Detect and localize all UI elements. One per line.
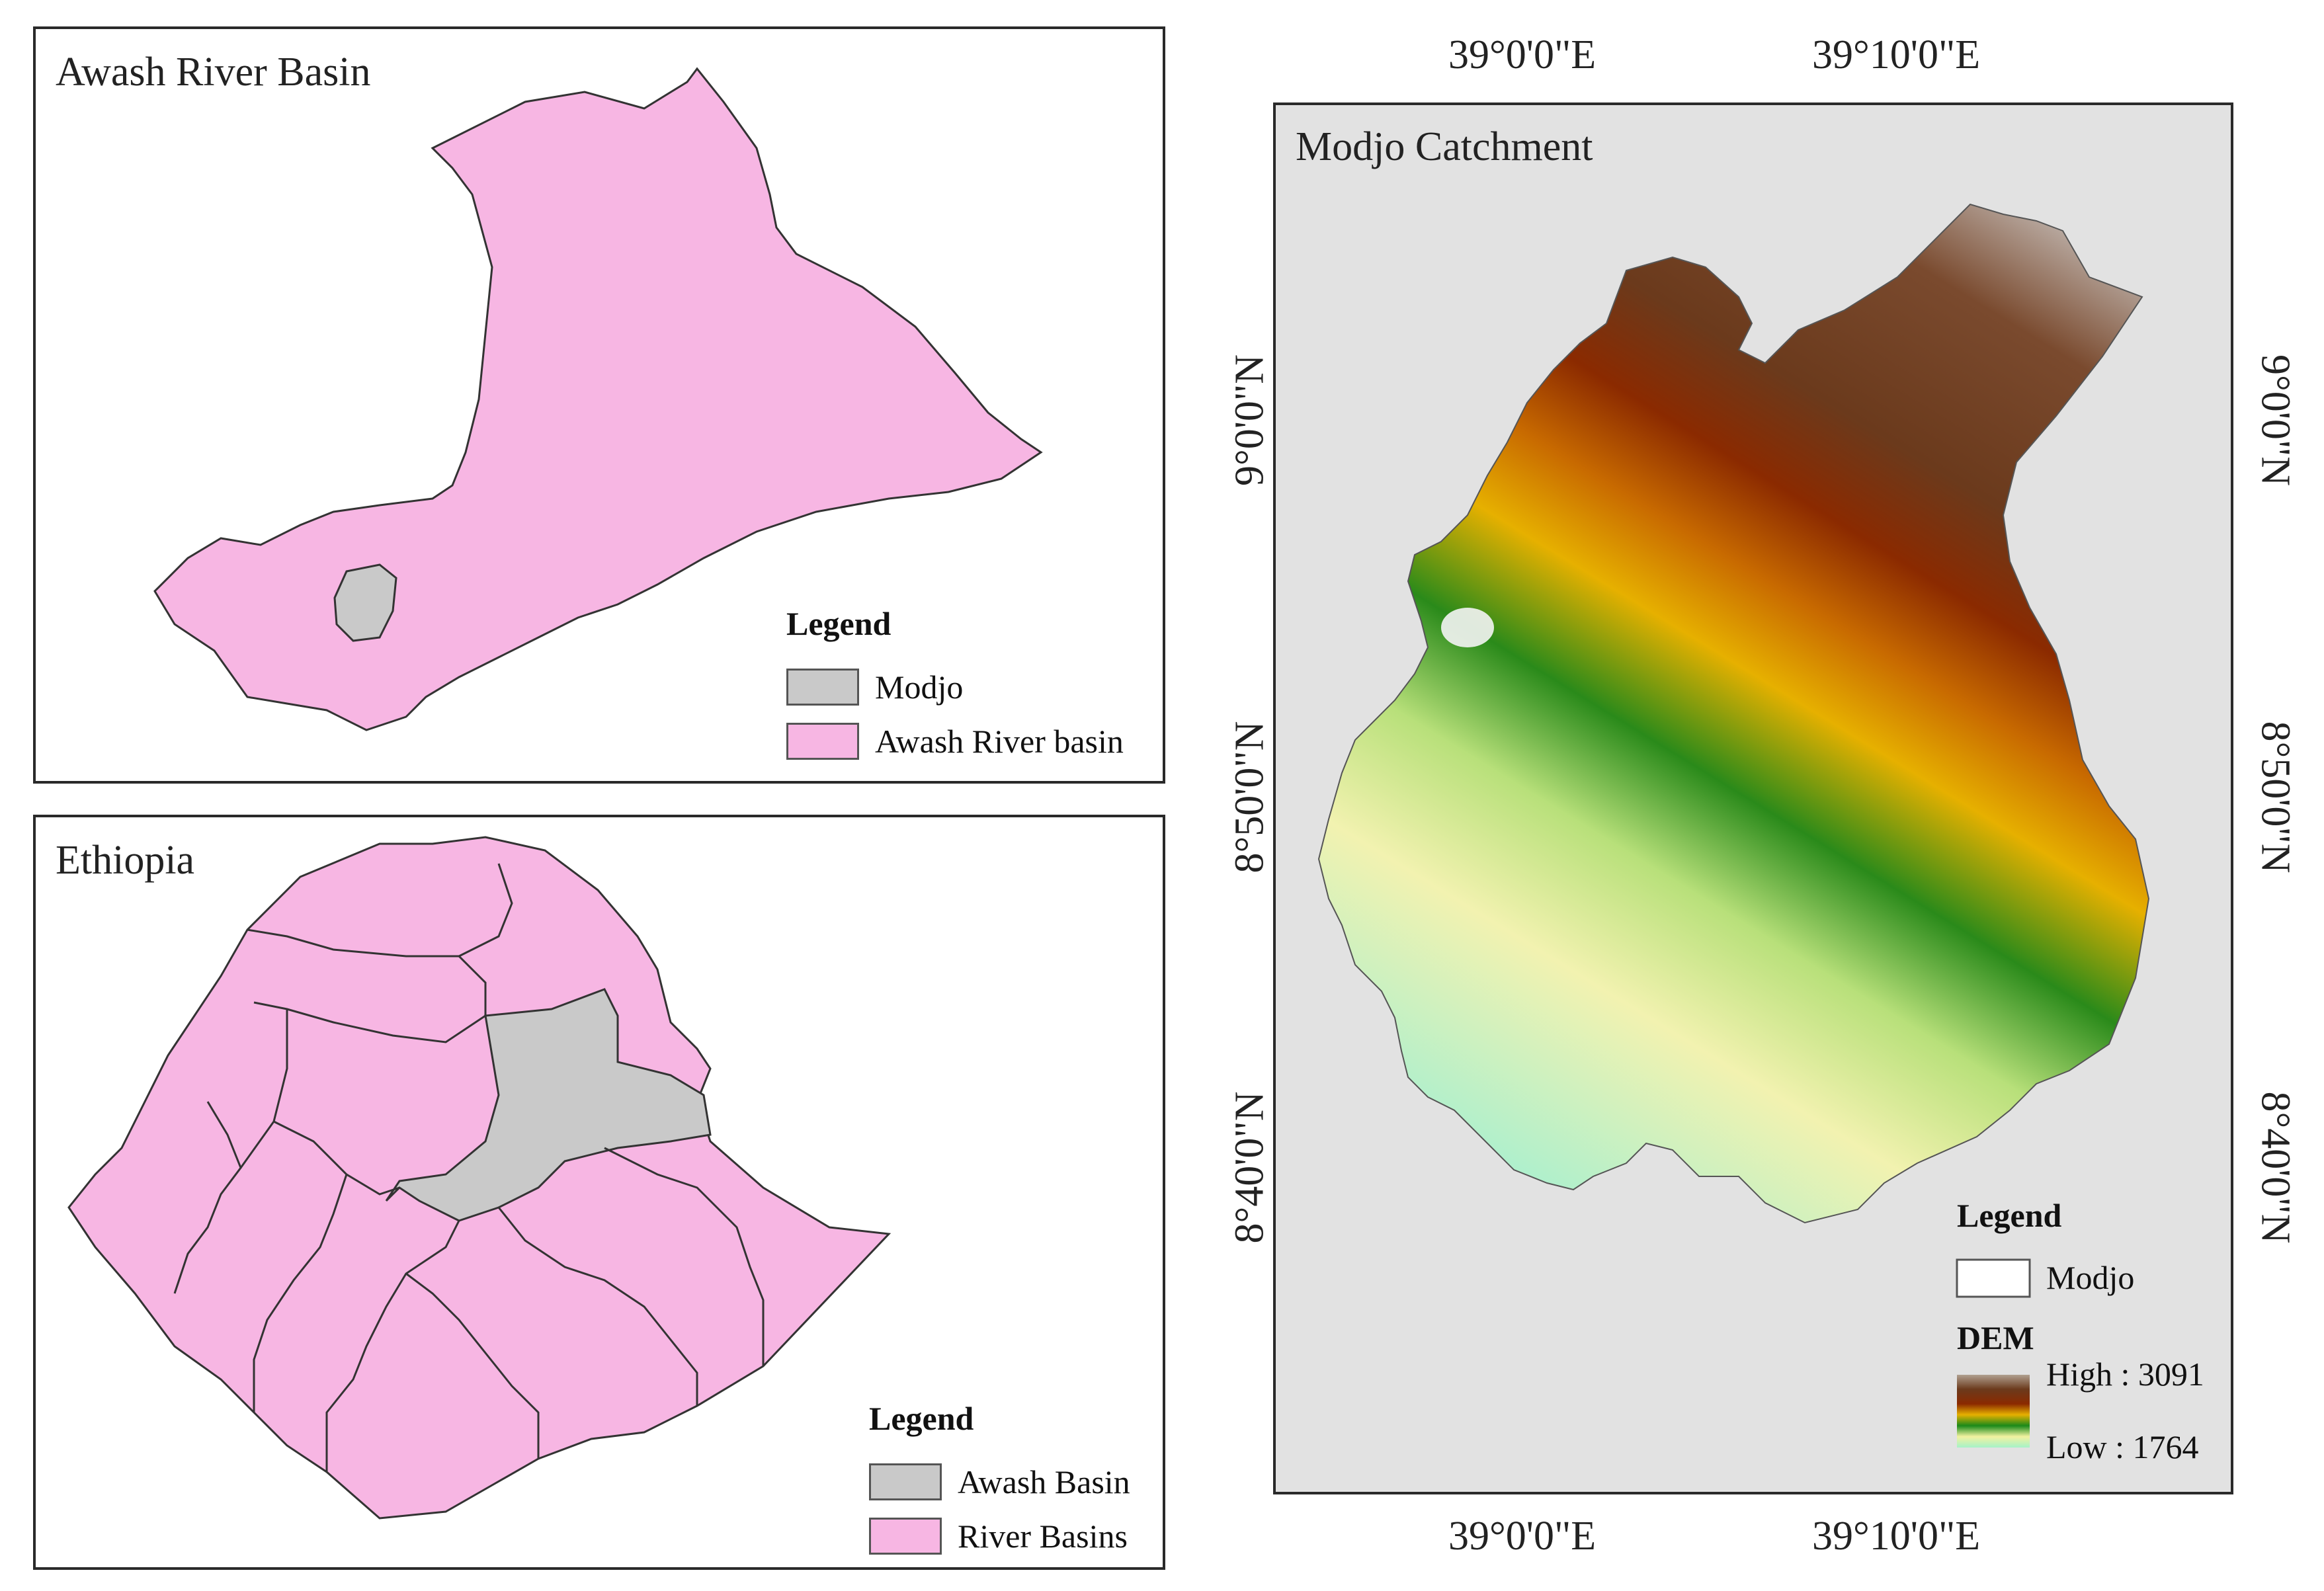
dem-high-label: High : 3091 bbox=[2046, 1356, 2204, 1393]
modjo-shape bbox=[333, 563, 397, 642]
awash-legend: Legend Modjo Awash River basin bbox=[786, 604, 1124, 768]
legend-item-awash-river-basin: Awash River basin bbox=[786, 714, 1124, 768]
legend-label: Awash River basin bbox=[875, 723, 1124, 760]
ethiopia-legend: Legend Awash Basin River Basins bbox=[869, 1399, 1130, 1563]
legend-item-awash-basin: Awash Basin bbox=[869, 1455, 1130, 1509]
modjo-swatch bbox=[786, 669, 859, 706]
legend-label: River Basins bbox=[958, 1518, 1128, 1555]
modjo-legend: Legend bbox=[1957, 1196, 2061, 1235]
top-coord-label-2: 39°10'0"E bbox=[1812, 32, 1981, 77]
dem-low-label: Low : 1764 bbox=[2046, 1428, 2199, 1465]
panel-title: Modjo Catchment bbox=[1296, 124, 1593, 169]
right-coord-label-1: 9°0'0"N bbox=[2253, 354, 2298, 487]
left-coord-label-3: 8°40'0"N bbox=[1227, 1091, 1272, 1244]
right-coord-label-2: 8°50'0"N bbox=[2253, 721, 2298, 874]
ethiopia-map bbox=[67, 836, 892, 1520]
awash-river-basin-panel: Awash River Basin Legend Modjo Awash Riv… bbox=[33, 26, 1165, 784]
modjo-catchment-shape bbox=[1317, 203, 2150, 1224]
modjo-legend-swatch bbox=[1956, 1258, 2031, 1298]
legend-label: Modjo bbox=[875, 669, 964, 706]
modjo-catchment-panel: Modjo Catchment bbox=[1273, 102, 2233, 1494]
awash-basin-swatch bbox=[786, 723, 859, 760]
left-coord-label-1: 9°0'0"N bbox=[1227, 354, 1272, 487]
legend-label-modjo: Modjo bbox=[2046, 1259, 2135, 1296]
left-coord-label-2: 8°50'0"N bbox=[1227, 721, 1272, 874]
legend-label: Awash Basin bbox=[958, 1463, 1130, 1500]
awash-basin-shape bbox=[385, 988, 712, 1222]
river-basins-swatch bbox=[869, 1518, 942, 1555]
legend-item-modjo: Modjo bbox=[786, 660, 1124, 714]
awash-basin-map bbox=[153, 67, 1043, 731]
basin-boundaries bbox=[173, 863, 765, 1472]
awash-basin-swatch bbox=[869, 1463, 942, 1500]
dem-color-ramp bbox=[1957, 1375, 2030, 1448]
modjo-dem-map bbox=[1317, 203, 2150, 1448]
peak-highlight bbox=[1441, 608, 1494, 647]
bottom-coord-label-2: 39°10'0"E bbox=[1812, 1514, 1981, 1559]
top-coord-label-1: 39°0'0"E bbox=[1448, 32, 1597, 77]
legend-title: Legend bbox=[869, 1400, 974, 1437]
dem-legend-title: DEM bbox=[1957, 1319, 2034, 1356]
bottom-coord-label-1: 39°0'0"E bbox=[1448, 1514, 1597, 1559]
legend-title: Legend bbox=[786, 605, 892, 642]
right-coord-label-3: 8°40'0"N bbox=[2253, 1091, 2298, 1244]
panel-title: Ethiopia bbox=[56, 838, 195, 883]
panel-title: Awash River Basin bbox=[56, 50, 371, 95]
ethiopia-panel: Ethiopia Legend Awash Basin Rive bbox=[33, 815, 1165, 1570]
legend-item-river-basins: River Basins bbox=[869, 1509, 1130, 1563]
legend-title: Legend bbox=[1957, 1197, 2062, 1234]
